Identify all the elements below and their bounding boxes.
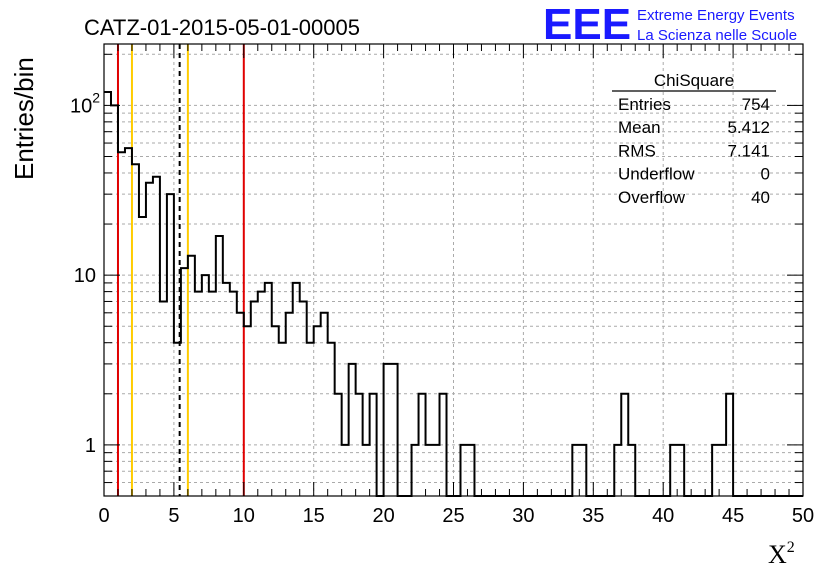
logo-mark: EEE <box>543 0 631 49</box>
logo-line-2: La Scienza nelle Scuole <box>637 27 797 44</box>
x-tick-label: 30 <box>512 505 534 527</box>
stats-box: ChiSquare Entries 754 Mean 5.412 RMS 7.141 Und… <box>612 71 776 207</box>
y-axis-label: Entries/bin <box>9 57 39 180</box>
y-tick-label: 10 <box>74 265 96 287</box>
axis-ticks <box>103 44 804 497</box>
logo-line-1: Extreme Energy Events <box>637 7 795 24</box>
stats-label: Underflow <box>618 165 695 184</box>
x-tick-label: 50 <box>792 505 814 527</box>
stats-value: 40 <box>751 188 770 207</box>
x-tick-label: 10 <box>233 505 255 527</box>
stats-label: Overflow <box>618 188 686 207</box>
x-tick-labels: 0 5 10 15 20 25 30 35 40 45 50 <box>98 505 814 527</box>
x-tick-label: 40 <box>652 505 674 527</box>
stats-value: 7.141 <box>727 141 770 160</box>
stats-rows: Entries 754 Mean 5.412 RMS 7.141 Underflow 0 Ove… <box>618 95 770 207</box>
stats-value: 0 <box>761 165 770 184</box>
stats-label: Entries <box>618 95 671 114</box>
x-tick-label: 5 <box>168 505 179 527</box>
x-tick-label: 15 <box>303 505 325 527</box>
x-tick-label: 35 <box>582 505 604 527</box>
grid <box>104 44 803 497</box>
x-tick-label: 25 <box>442 505 464 527</box>
x-tick-label: 0 <box>98 505 109 527</box>
y-tick-label: 102 <box>70 89 100 117</box>
stats-label: Mean <box>618 118 661 137</box>
stats-value: 754 <box>742 95 770 114</box>
x-tick-label: 45 <box>722 505 744 527</box>
x-axis-label: X2 <box>768 539 795 569</box>
x-tick-label: 20 <box>372 505 394 527</box>
y-tick-labels: 1 10 102 <box>70 89 100 456</box>
stats-title: ChiSquare <box>654 71 734 90</box>
stats-value: 5.412 <box>727 118 770 137</box>
stats-label: RMS <box>618 141 656 160</box>
y-tick-label: 1 <box>85 435 96 457</box>
chart-title: CATZ-01-2015-05-01-00005 <box>84 15 360 40</box>
eee-logo: EEE Extreme Energy Events La Scienza nel… <box>543 0 797 49</box>
